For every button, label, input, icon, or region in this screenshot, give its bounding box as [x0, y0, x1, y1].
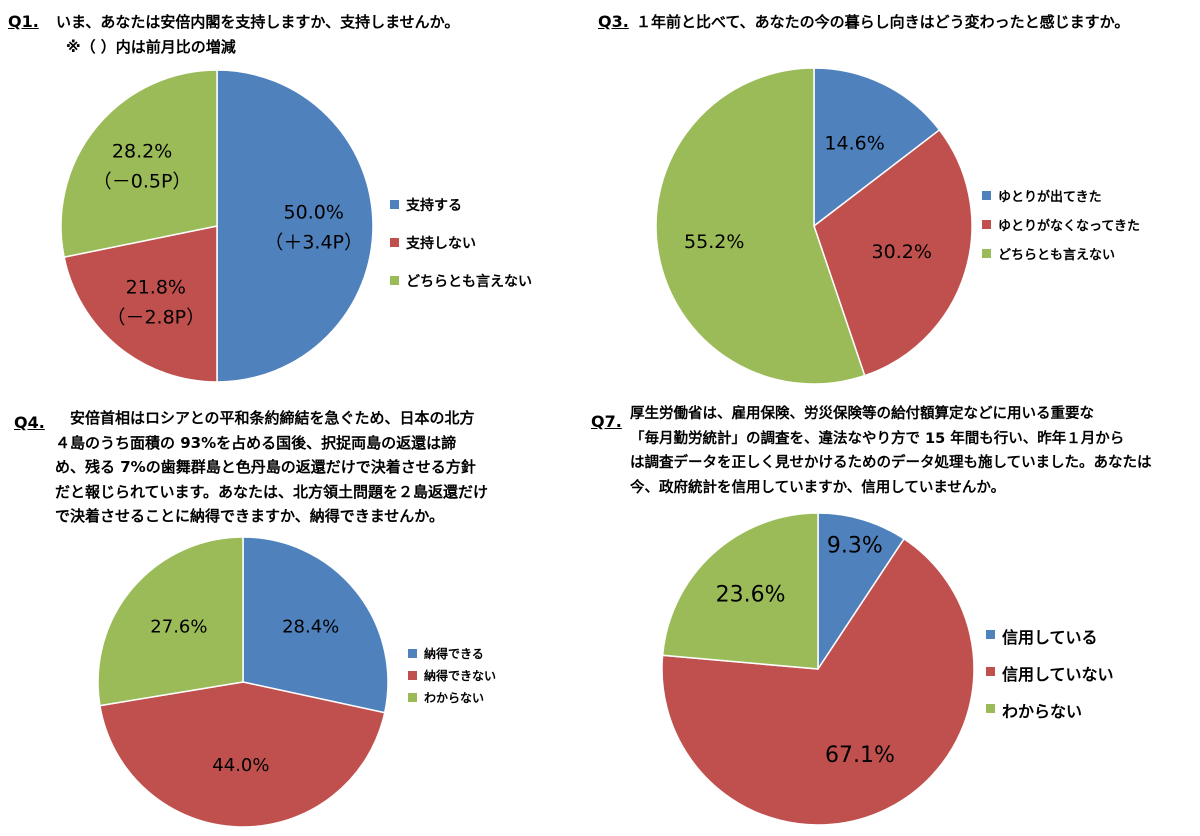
data-label: 23.6% — [716, 582, 786, 607]
question-title-line: め、残る 7%の歯舞群島と色丹島の返還だけで決着させる方針 — [55, 458, 476, 476]
legend-swatch — [986, 704, 995, 713]
pie-slice — [817, 512, 906, 672]
legend-swatch — [408, 693, 417, 702]
legend-label: 支持しない — [406, 236, 476, 252]
legend-label: 納得できない — [424, 669, 497, 683]
data-label: 30.2% — [872, 241, 932, 263]
legend-label: どちらとも言えない — [998, 248, 1116, 263]
question-title: 厚生労働省は、雇用保険、労災保険等の給付額算定などに用いる重要な 「毎月勤労統計… — [630, 402, 1152, 500]
data-label: 50.0% — [284, 202, 344, 224]
question-title-line: 「毎月勤労統計」の調査を、違法なやり方で 15 年間も行い、昨年１月から — [630, 430, 1125, 447]
panel-q4: Q4. 安倍首相はロシアとの平和条約締結を急ぐため、日本の北方 ４島のうち面積の… — [0, 400, 600, 836]
data-label: 28.2% — [112, 140, 172, 162]
question-title: 安倍首相はロシアとの平和条約締結を急ぐため、日本の北方 ４島のうち面積の 93%… — [55, 406, 488, 529]
data-label: 28.4% — [282, 616, 339, 637]
question-title-line: いま、あなたは安倍内閣を支持しますか、支持しませんか。 — [56, 13, 460, 31]
pie-slice — [661, 537, 975, 826]
pie-slice — [99, 681, 386, 828]
question-title-line: ※（ ）内は前月比の増減 — [66, 37, 236, 56]
legend-swatch — [982, 220, 991, 229]
legend-label: 支持する — [406, 198, 462, 214]
legend-label: 信用していない — [1002, 665, 1114, 684]
legend-label: わからない — [424, 691, 485, 705]
data-label: 44.0% — [212, 755, 269, 776]
data-label: 14.6% — [824, 132, 884, 154]
pie-chart-q4: 28.4% 44.0% 27.6% — [97, 536, 389, 828]
question-title-line: ４島のうち面積の 93%を占める国後、択捉両島の返還は諦 — [55, 433, 457, 452]
data-label: 27.6% — [150, 617, 207, 638]
question-title-line: 今、政府統計を信用していますか、信用していませんか。 — [630, 479, 1006, 496]
pie-slice — [97, 536, 244, 707]
legend-label: ゆとりが出てきた — [998, 190, 1102, 205]
data-label: 9.3% — [827, 534, 883, 559]
change-label: （＋3.4P） — [264, 232, 363, 254]
question-number: Q3. — [598, 12, 629, 31]
legend-swatch — [390, 238, 399, 247]
panel-q3: Q3. １年前と比べて、あなたの今の暮らし向きはどう変わったと感じますか。 14… — [598, 0, 1200, 400]
question-title-line: １年前と比べて、あなたの今の暮らし向きはどう変わったと感じますか。 — [636, 13, 1130, 31]
legend-label: 納得できる — [424, 647, 484, 661]
question-title-line: で決着させることに納得できますか、納得できませんか。 — [55, 507, 444, 525]
question-title-line: は調査データを正しく見せかけるためのデータ処理も施していました。あなたは — [630, 455, 1152, 471]
pie-chart-q3: 14.6% 30.2% 55.2% — [655, 67, 973, 385]
legend-swatch — [390, 200, 399, 209]
data-label: 55.2% — [684, 231, 744, 253]
change-label: （－0.5P） — [93, 170, 192, 192]
question-number: Q7. — [591, 412, 622, 431]
data-label: 21.8% — [126, 276, 186, 298]
data-label: 67.1% — [825, 743, 895, 768]
change-label: （－2.8P） — [106, 306, 205, 328]
legend-label: 信用している — [1002, 628, 1098, 647]
pie-slice — [655, 67, 866, 385]
panel-q7: Q7. 厚生労働省は、雇用保険、労災保険等の給付額算定などに用いる重要な 「毎月… — [591, 400, 1200, 836]
question-title-line: 厚生労働省は、雇用保険、労災保険等の給付額算定などに用いる重要な — [630, 406, 1094, 422]
legend-swatch — [986, 667, 995, 676]
question-number: Q4. — [14, 413, 45, 432]
pie-slice — [63, 225, 218, 383]
pie-slice — [216, 69, 374, 383]
question-title-line: 安倍首相はロシアとの平和条約締結を急ぐため、日本の北方 — [55, 409, 475, 427]
pie-chart-q7: 9.3% 67.1% 23.6% — [661, 512, 975, 826]
pie-slice — [813, 67, 941, 228]
pie-slice — [60, 69, 218, 259]
legend-label: ゆとりがなくなってきた — [998, 219, 1140, 234]
pie-chart-q1: 50.0% （＋3.4P） 21.8% （－2.8P） 28.2% （－0.5P） — [60, 69, 374, 383]
legend-swatch — [408, 649, 417, 658]
pie-slice — [813, 128, 973, 377]
legend-label: どちらとも言えない — [406, 274, 532, 290]
legend-swatch — [986, 630, 995, 639]
panel-q1: Q1. いま、あなたは安倍内閣を支持しますか、支持しませんか。 ※（ ）内は前月… — [0, 0, 600, 400]
question-number: Q1. — [8, 12, 39, 31]
question-title-line: だと報じられています。あなたは、北方領土問題を２島返還だけ — [55, 482, 489, 501]
legend-swatch — [982, 191, 991, 200]
pie-slice — [661, 512, 819, 670]
legend-swatch — [982, 249, 991, 258]
legend-label: わからない — [1002, 702, 1083, 721]
question-title: いま、あなたは安倍内閣を支持しますか、支持しませんか。 ※（ ）内は前月比の増減 — [56, 10, 459, 59]
legend-swatch — [390, 276, 399, 285]
question-title: １年前と比べて、あなたの今の暮らし向きはどう変わったと感じますか。 — [636, 10, 1129, 35]
pie-slice — [242, 536, 389, 714]
legend-swatch — [408, 671, 417, 680]
